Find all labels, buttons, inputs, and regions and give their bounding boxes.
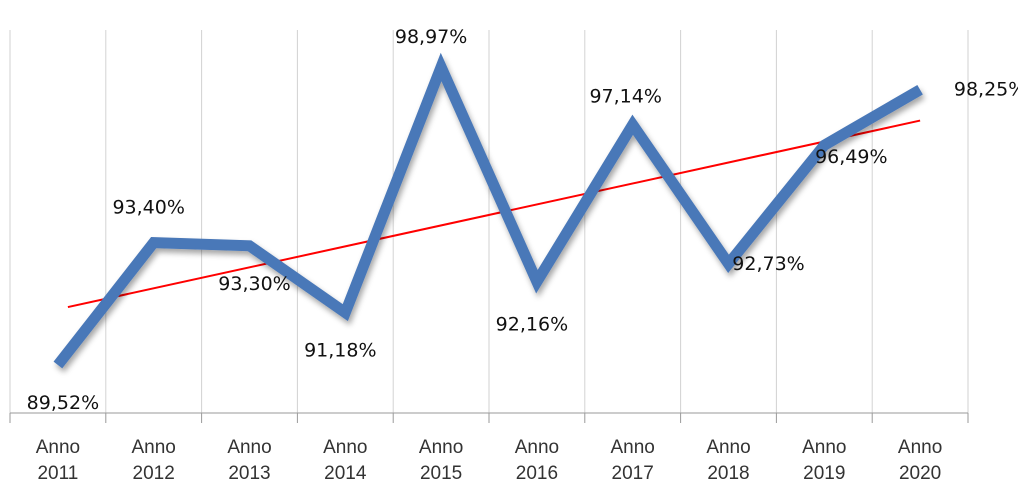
- data-label-2017: 97,14%: [589, 86, 661, 108]
- data-label-2018: 92,73%: [732, 253, 804, 275]
- data-label-2013: 93,30%: [218, 273, 290, 295]
- trendline: [67, 119, 921, 309]
- data-labels: 89,52% 93,40% 93,30% 91,18% 98,97% 92,16% 97,1…: [27, 26, 1018, 414]
- x-tick-label-2011: Anno 2011: [36, 437, 80, 484]
- x-axis: [9, 412, 969, 423]
- data-label-2015: 98,97%: [395, 26, 467, 48]
- x-tick-label-2018: Anno 2018: [706, 437, 750, 484]
- data-label-2012: 93,40%: [112, 197, 184, 219]
- series-line: [53, 52, 923, 369]
- data-label-2019: 96,49%: [815, 146, 887, 168]
- gridlines: [9, 30, 969, 413]
- trendline-layer: [67, 119, 921, 309]
- x-tick-label-2013: Anno 2013: [227, 437, 271, 484]
- data-label-2011: 89,52%: [27, 392, 99, 414]
- data-label-2016: 92,16%: [496, 314, 568, 336]
- data-label-2020: 98,25%: [954, 79, 1018, 101]
- x-tick-label-2019: Anno 2019: [802, 437, 846, 484]
- x-tick-label-2020: Anno 2020: [898, 437, 942, 484]
- x-tick-labels: Anno 2011 Anno 2012 Anno 2013 Anno 2014 Anno 2015…: [36, 437, 943, 484]
- x-tick-label-2014: Anno 2014: [323, 437, 367, 484]
- x-tick-label-2012: Anno 2012: [132, 437, 176, 484]
- x-tick-label-2016: Anno 2016: [515, 437, 559, 484]
- x-tick-label-2017: Anno 2017: [611, 437, 655, 484]
- x-tick-label-2015: Anno 2015: [419, 437, 463, 484]
- data-label-2014: 91,18%: [304, 340, 376, 362]
- series-layer: [53, 52, 923, 369]
